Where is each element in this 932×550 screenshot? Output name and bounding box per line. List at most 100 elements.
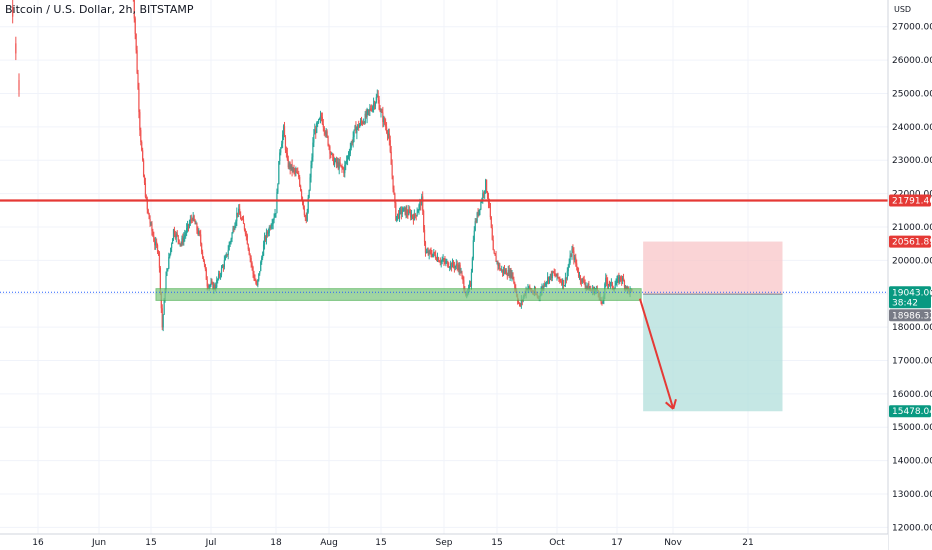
candle [567, 264, 569, 277]
projection-arrow-head [672, 398, 677, 410]
candle [333, 153, 335, 166]
candle [502, 266, 505, 277]
x-tick-label: 15 [491, 538, 502, 548]
candlesticks [12, 0, 642, 332]
candle [236, 207, 238, 227]
candle [476, 211, 478, 224]
candle [264, 235, 267, 242]
candle [469, 280, 472, 288]
candle [345, 161, 347, 171]
x-tick-label: Aug [320, 538, 338, 548]
candle [355, 121, 357, 134]
candle [195, 220, 197, 225]
candle [454, 265, 456, 271]
candle [175, 231, 177, 243]
resistance-price-badge: 21791.46 [889, 194, 932, 207]
candle [254, 274, 256, 282]
candle [206, 276, 208, 291]
y-tick-label: 16000.00 [892, 390, 932, 400]
candle [387, 128, 390, 139]
candle [142, 158, 145, 178]
candle [223, 255, 225, 270]
candle [255, 278, 257, 285]
candle [178, 239, 180, 245]
candle [575, 253, 577, 267]
candle [147, 208, 149, 215]
y-tick-label: 24000.00 [892, 123, 932, 133]
candle [300, 184, 302, 192]
candle [393, 185, 395, 195]
candle [289, 161, 291, 175]
candle [553, 268, 555, 277]
candle [361, 120, 364, 126]
countdown-label: 38:42 [892, 298, 918, 308]
candle [450, 262, 453, 272]
candle [385, 122, 388, 134]
candle [433, 248, 435, 258]
candle [321, 112, 323, 126]
svg-text:18986.32: 18986.32 [892, 311, 932, 321]
candle [364, 111, 366, 125]
candle [171, 242, 173, 253]
candle [400, 206, 402, 220]
candle [293, 164, 295, 175]
candle [186, 220, 189, 233]
candle [561, 278, 563, 286]
y-tick-label: 26000.00 [892, 56, 932, 66]
candle [459, 262, 461, 276]
candle [379, 105, 381, 113]
candle [275, 213, 277, 218]
candle [176, 230, 178, 237]
x-tick-label: 15 [145, 538, 156, 548]
candle [470, 268, 473, 291]
candle [491, 224, 493, 241]
candle [378, 95, 380, 111]
price-axis[interactable]: USD 12000.00 13000.00 14000.00 15000.00 16000… [887, 0, 932, 550]
candle [562, 279, 565, 290]
candle [344, 160, 346, 178]
candle [507, 265, 509, 277]
candle [148, 212, 150, 220]
candle [545, 282, 547, 287]
candle [439, 257, 441, 266]
candle [174, 230, 176, 240]
candle [185, 230, 187, 239]
candle [291, 159, 293, 177]
candle [544, 280, 546, 288]
candle [428, 249, 430, 260]
candle [235, 219, 237, 229]
candle [262, 251, 264, 261]
candle [423, 225, 426, 246]
candle [369, 103, 371, 117]
candle [392, 175, 394, 193]
candle [390, 145, 392, 165]
candle [257, 279, 259, 288]
candle [578, 271, 581, 280]
candle [319, 110, 322, 124]
x-tick-label: Nov [664, 538, 682, 548]
candle [572, 244, 574, 254]
candle [398, 210, 400, 220]
candle [550, 270, 552, 282]
candle [260, 260, 262, 272]
candle [201, 249, 204, 259]
candle [360, 116, 363, 126]
candle [406, 204, 408, 218]
candle [302, 201, 305, 210]
candle [341, 163, 343, 173]
candle [359, 118, 362, 127]
candle [375, 93, 377, 104]
candle [330, 151, 332, 159]
candle [322, 118, 324, 132]
candle [622, 275, 624, 285]
candle [385, 118, 387, 131]
candle [616, 275, 618, 287]
candle [152, 228, 154, 238]
y-tick-label: 12000.00 [892, 523, 932, 533]
candle [221, 264, 224, 269]
candle [187, 223, 190, 232]
candle [380, 108, 382, 118]
time-axis[interactable]: 16 Jun 15 Jul 18 Aug 15 Sep 15 Oct 17 Nov 21 [0, 533, 888, 550]
